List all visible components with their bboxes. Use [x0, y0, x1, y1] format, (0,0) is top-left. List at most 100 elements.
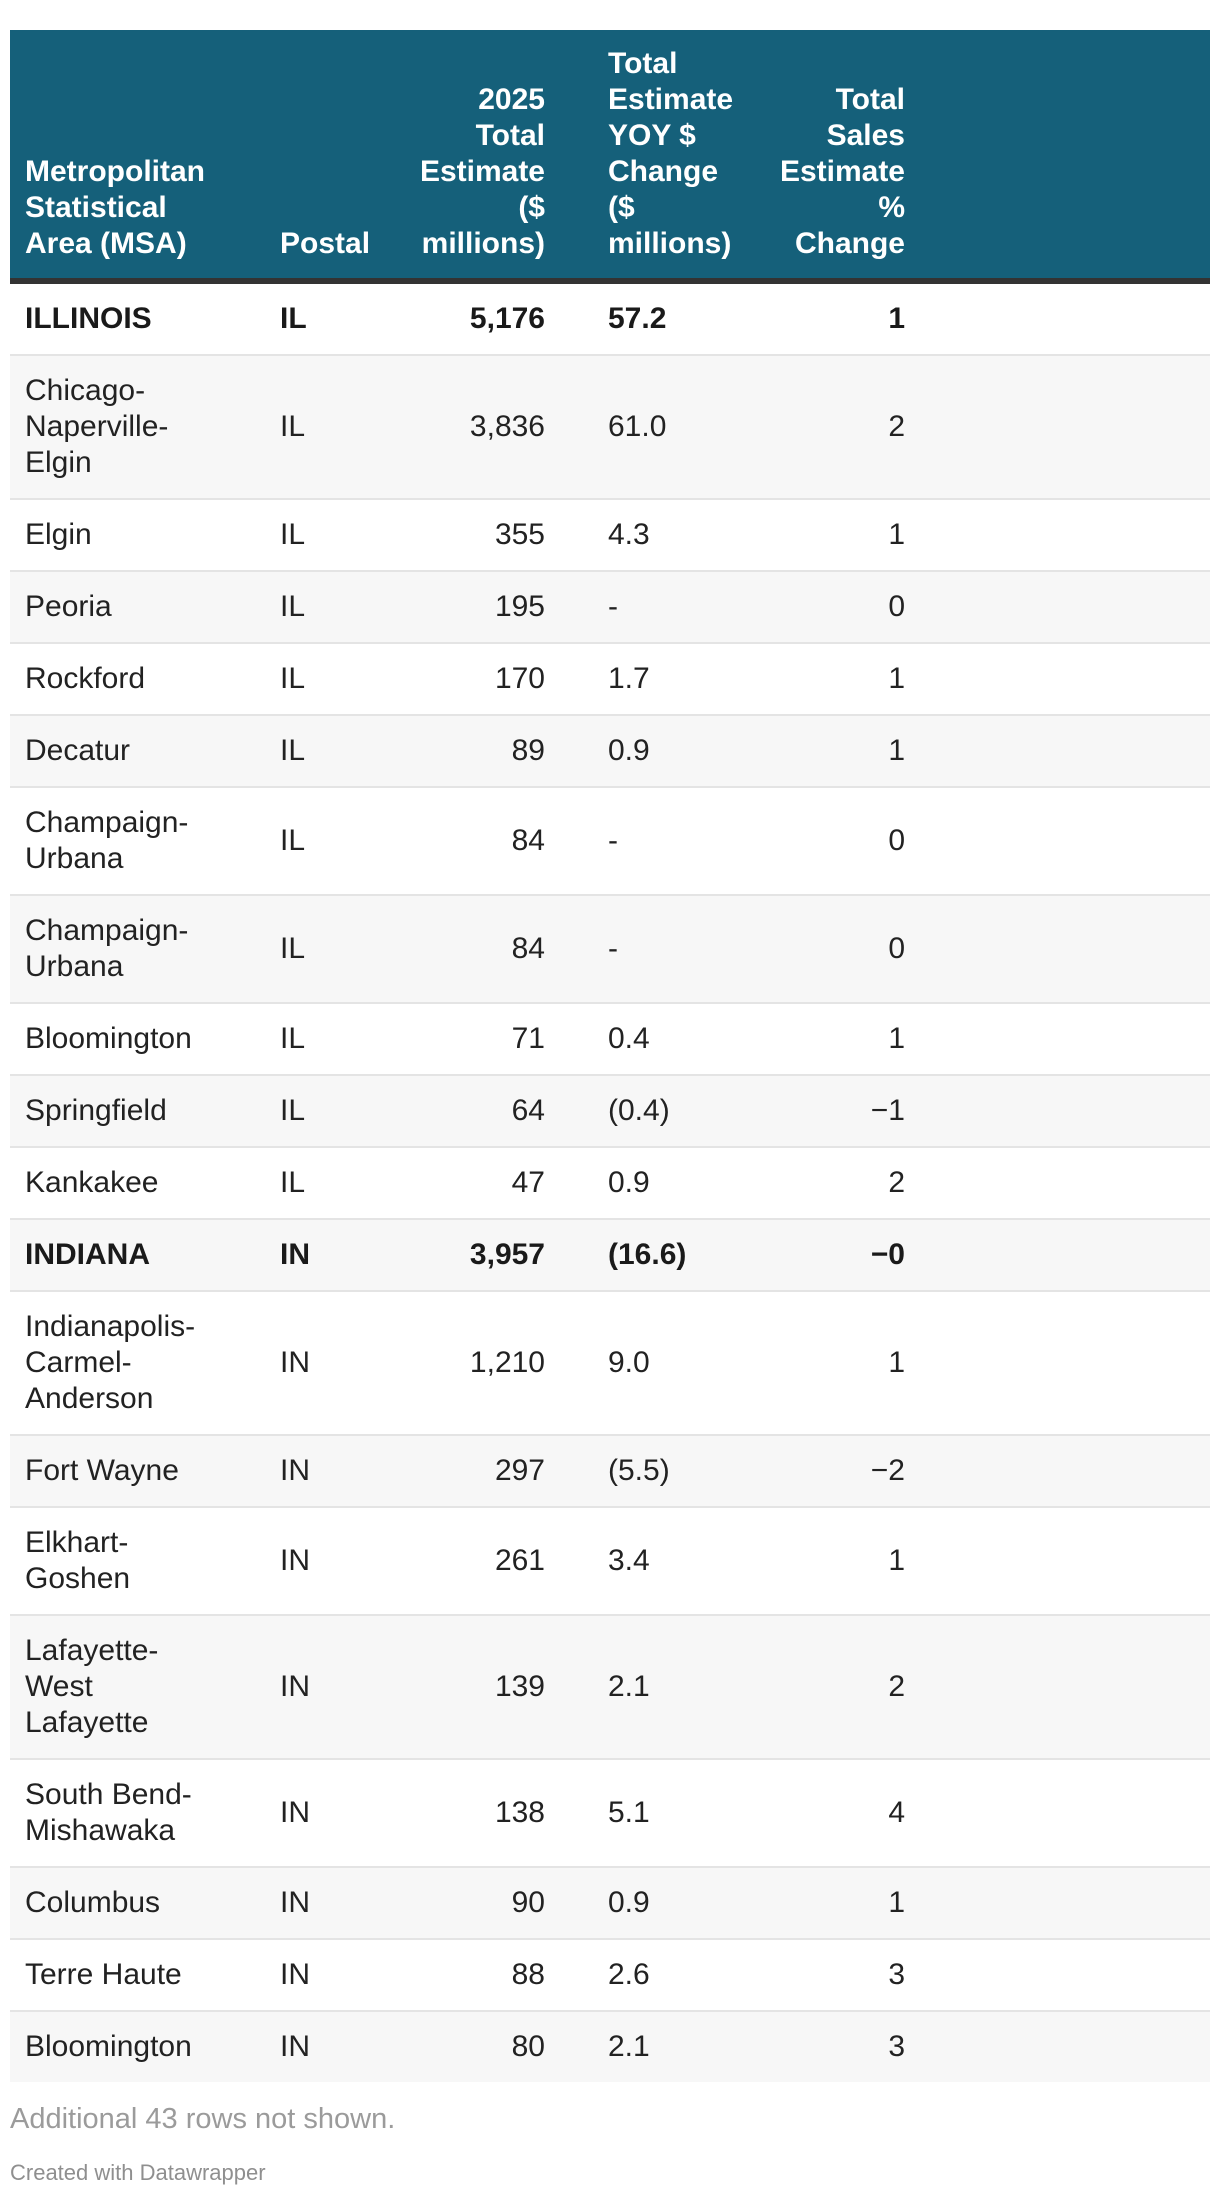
table-row: INDIANA IN 3,957 (16.6) −0: [10, 1218, 1210, 1291]
table-row: Decatur IL 89 0.9 1: [10, 714, 1210, 787]
cell-msa: Bloomington: [10, 1002, 240, 1075]
cell-msa: Lafayette- West Lafayette: [10, 1614, 240, 1759]
cell-pct-change: −1: [760, 1074, 920, 1147]
cell-pct-change: −2: [760, 1434, 920, 1507]
header-row: Metropolitan Statistical Area (MSA) Post…: [10, 30, 1210, 284]
cell-postal: IL: [240, 786, 400, 895]
cell-postal: IL: [240, 1002, 400, 1075]
table-row: Peoria IL 195 - 0: [10, 570, 1210, 643]
cell-pct-change: −0: [760, 1218, 920, 1291]
cell-msa: Decatur: [10, 714, 240, 787]
cell-spacer: [920, 1434, 1210, 1507]
cell-spacer: [920, 498, 1210, 571]
table-header: Metropolitan Statistical Area (MSA) Post…: [10, 30, 1210, 284]
cell-spacer: [920, 2010, 1210, 2082]
cell-postal: IN: [240, 1290, 400, 1435]
cell-yoy-change: 1.7: [560, 642, 760, 715]
cell-postal: IN: [240, 1938, 400, 2011]
cell-spacer: [920, 1614, 1210, 1759]
cell-postal: IN: [240, 2010, 400, 2082]
cell-2025-estimate: 139: [400, 1614, 560, 1759]
cell-pct-change: 3: [760, 2010, 920, 2082]
cell-yoy-change: -: [560, 786, 760, 895]
table-row: Indianapolis- Carmel- Anderson IN 1,210 …: [10, 1290, 1210, 1435]
table-row: Springfield IL 64 (0.4) −1: [10, 1074, 1210, 1147]
msa-sales-table-container: Metropolitan Statistical Area (MSA) Post…: [10, 30, 1210, 2082]
cell-yoy-change: 5.1: [560, 1758, 760, 1867]
header-postal: Postal: [240, 30, 400, 284]
cell-pct-change: 1: [760, 498, 920, 571]
cell-pct-change: 1: [888, 302, 905, 335]
header-2025-estimate: 2025 Total Estimate ($ millions): [400, 30, 560, 284]
cell-msa: Kankakee: [10, 1146, 240, 1219]
cell-yoy-change: 9.0: [560, 1290, 760, 1435]
cell-spacer: [920, 570, 1210, 643]
cell-postal: IL: [280, 302, 307, 335]
cell-spacer: [920, 1290, 1210, 1435]
cell-2025-estimate: 297: [400, 1434, 560, 1507]
cell-2025-estimate: 90: [400, 1866, 560, 1939]
cell-2025-estimate: 170: [400, 642, 560, 715]
cell-msa: Bloomington: [10, 2010, 240, 2082]
table-row: Elkhart- Goshen IN 261 3.4 1: [10, 1506, 1210, 1615]
cell-msa: Columbus: [10, 1866, 240, 1939]
datawrapper-credit-link[interactable]: Created with Datawrapper: [10, 2160, 266, 2185]
table-row: Kankakee IL 47 0.9 2: [10, 1146, 1210, 1219]
cell-pct-change: 0: [760, 786, 920, 895]
cell-pct-change: 1: [760, 1002, 920, 1075]
cell-yoy-change: -: [560, 570, 760, 643]
cell-yoy-change: 3.4: [560, 1506, 760, 1615]
cell-spacer: [920, 1938, 1210, 2011]
cell-2025-estimate: 261: [400, 1506, 560, 1615]
cell-spacer: [920, 1758, 1210, 1867]
cell-postal: IL: [240, 1074, 400, 1147]
cell-postal: IN: [240, 1866, 400, 1939]
table-body: ILLINOIS IL 5,176 57.2 1 Chicago- Naperv…: [10, 281, 1210, 2082]
cell-pct-change: 2: [760, 354, 920, 499]
cell-msa: Indianapolis- Carmel- Anderson: [10, 1290, 240, 1435]
cell-postal: IN: [240, 1614, 400, 1759]
cell-pct-change: 1: [760, 1506, 920, 1615]
cell-spacer: [920, 642, 1210, 715]
cell-spacer: [920, 354, 1210, 499]
table-row: ILLINOIS IL 5,176 57.2 1: [10, 281, 1210, 355]
cell-spacer: [920, 1146, 1210, 1219]
cell-postal: IL: [240, 498, 400, 571]
cell-pct-change: 1: [760, 642, 920, 715]
cell-yoy-change: 0.9: [560, 1866, 760, 1939]
cell-2025-estimate: 88: [400, 1938, 560, 2011]
cell-yoy-change: 2.6: [560, 1938, 760, 2011]
cell-msa: Champaign- Urbana: [10, 894, 240, 1003]
cell-2025-estimate: 5,176: [469, 302, 545, 335]
cell-2025-estimate: 80: [400, 2010, 560, 2082]
cell-2025-estimate: 3,957: [400, 1218, 560, 1291]
header-yoy-change: Total Estimate YOY $ Change ($ millions): [560, 30, 760, 284]
msa-sales-table: Metropolitan Statistical Area (MSA) Post…: [10, 30, 1210, 2082]
cell-spacer: [920, 1866, 1210, 1939]
cell-msa: Terre Haute: [10, 1938, 240, 2011]
cell-msa: Fort Wayne: [10, 1434, 240, 1507]
table-row: Elgin IL 355 4.3 1: [10, 498, 1210, 571]
cell-msa: South Bend- Mishawaka: [10, 1758, 240, 1867]
cell-postal: IN: [240, 1434, 400, 1507]
cell-yoy-change: 4.3: [560, 498, 760, 571]
cell-postal: IL: [240, 894, 400, 1003]
cell-postal: IL: [240, 570, 400, 643]
cell-postal: IL: [240, 1146, 400, 1219]
cell-yoy-change: 0.9: [560, 714, 760, 787]
table-row: Bloomington IL 71 0.4 1: [10, 1002, 1210, 1075]
table-row: Fort Wayne IN 297 (5.5) −2: [10, 1434, 1210, 1507]
cell-2025-estimate: 84: [400, 894, 560, 1003]
table-row: South Bend- Mishawaka IN 138 5.1 4: [10, 1758, 1210, 1867]
table-row: Columbus IN 90 0.9 1: [10, 1866, 1210, 1939]
cell-yoy-change: 0.9: [560, 1146, 760, 1219]
cell-2025-estimate: 84: [400, 786, 560, 895]
cell-yoy-change: 61.0: [560, 354, 760, 499]
cell-yoy-change: 2.1: [560, 1614, 760, 1759]
cell-pct-change: 0: [760, 894, 920, 1003]
table-row: Bloomington IN 80 2.1 3: [10, 2010, 1210, 2082]
header-pct-change: Total Sales Estimate % Change: [760, 30, 920, 284]
cell-postal: IL: [240, 714, 400, 787]
table-row: Champaign- Urbana IL 84 - 0: [10, 786, 1210, 895]
cell-msa: Chicago- Naperville- Elgin: [10, 354, 240, 499]
